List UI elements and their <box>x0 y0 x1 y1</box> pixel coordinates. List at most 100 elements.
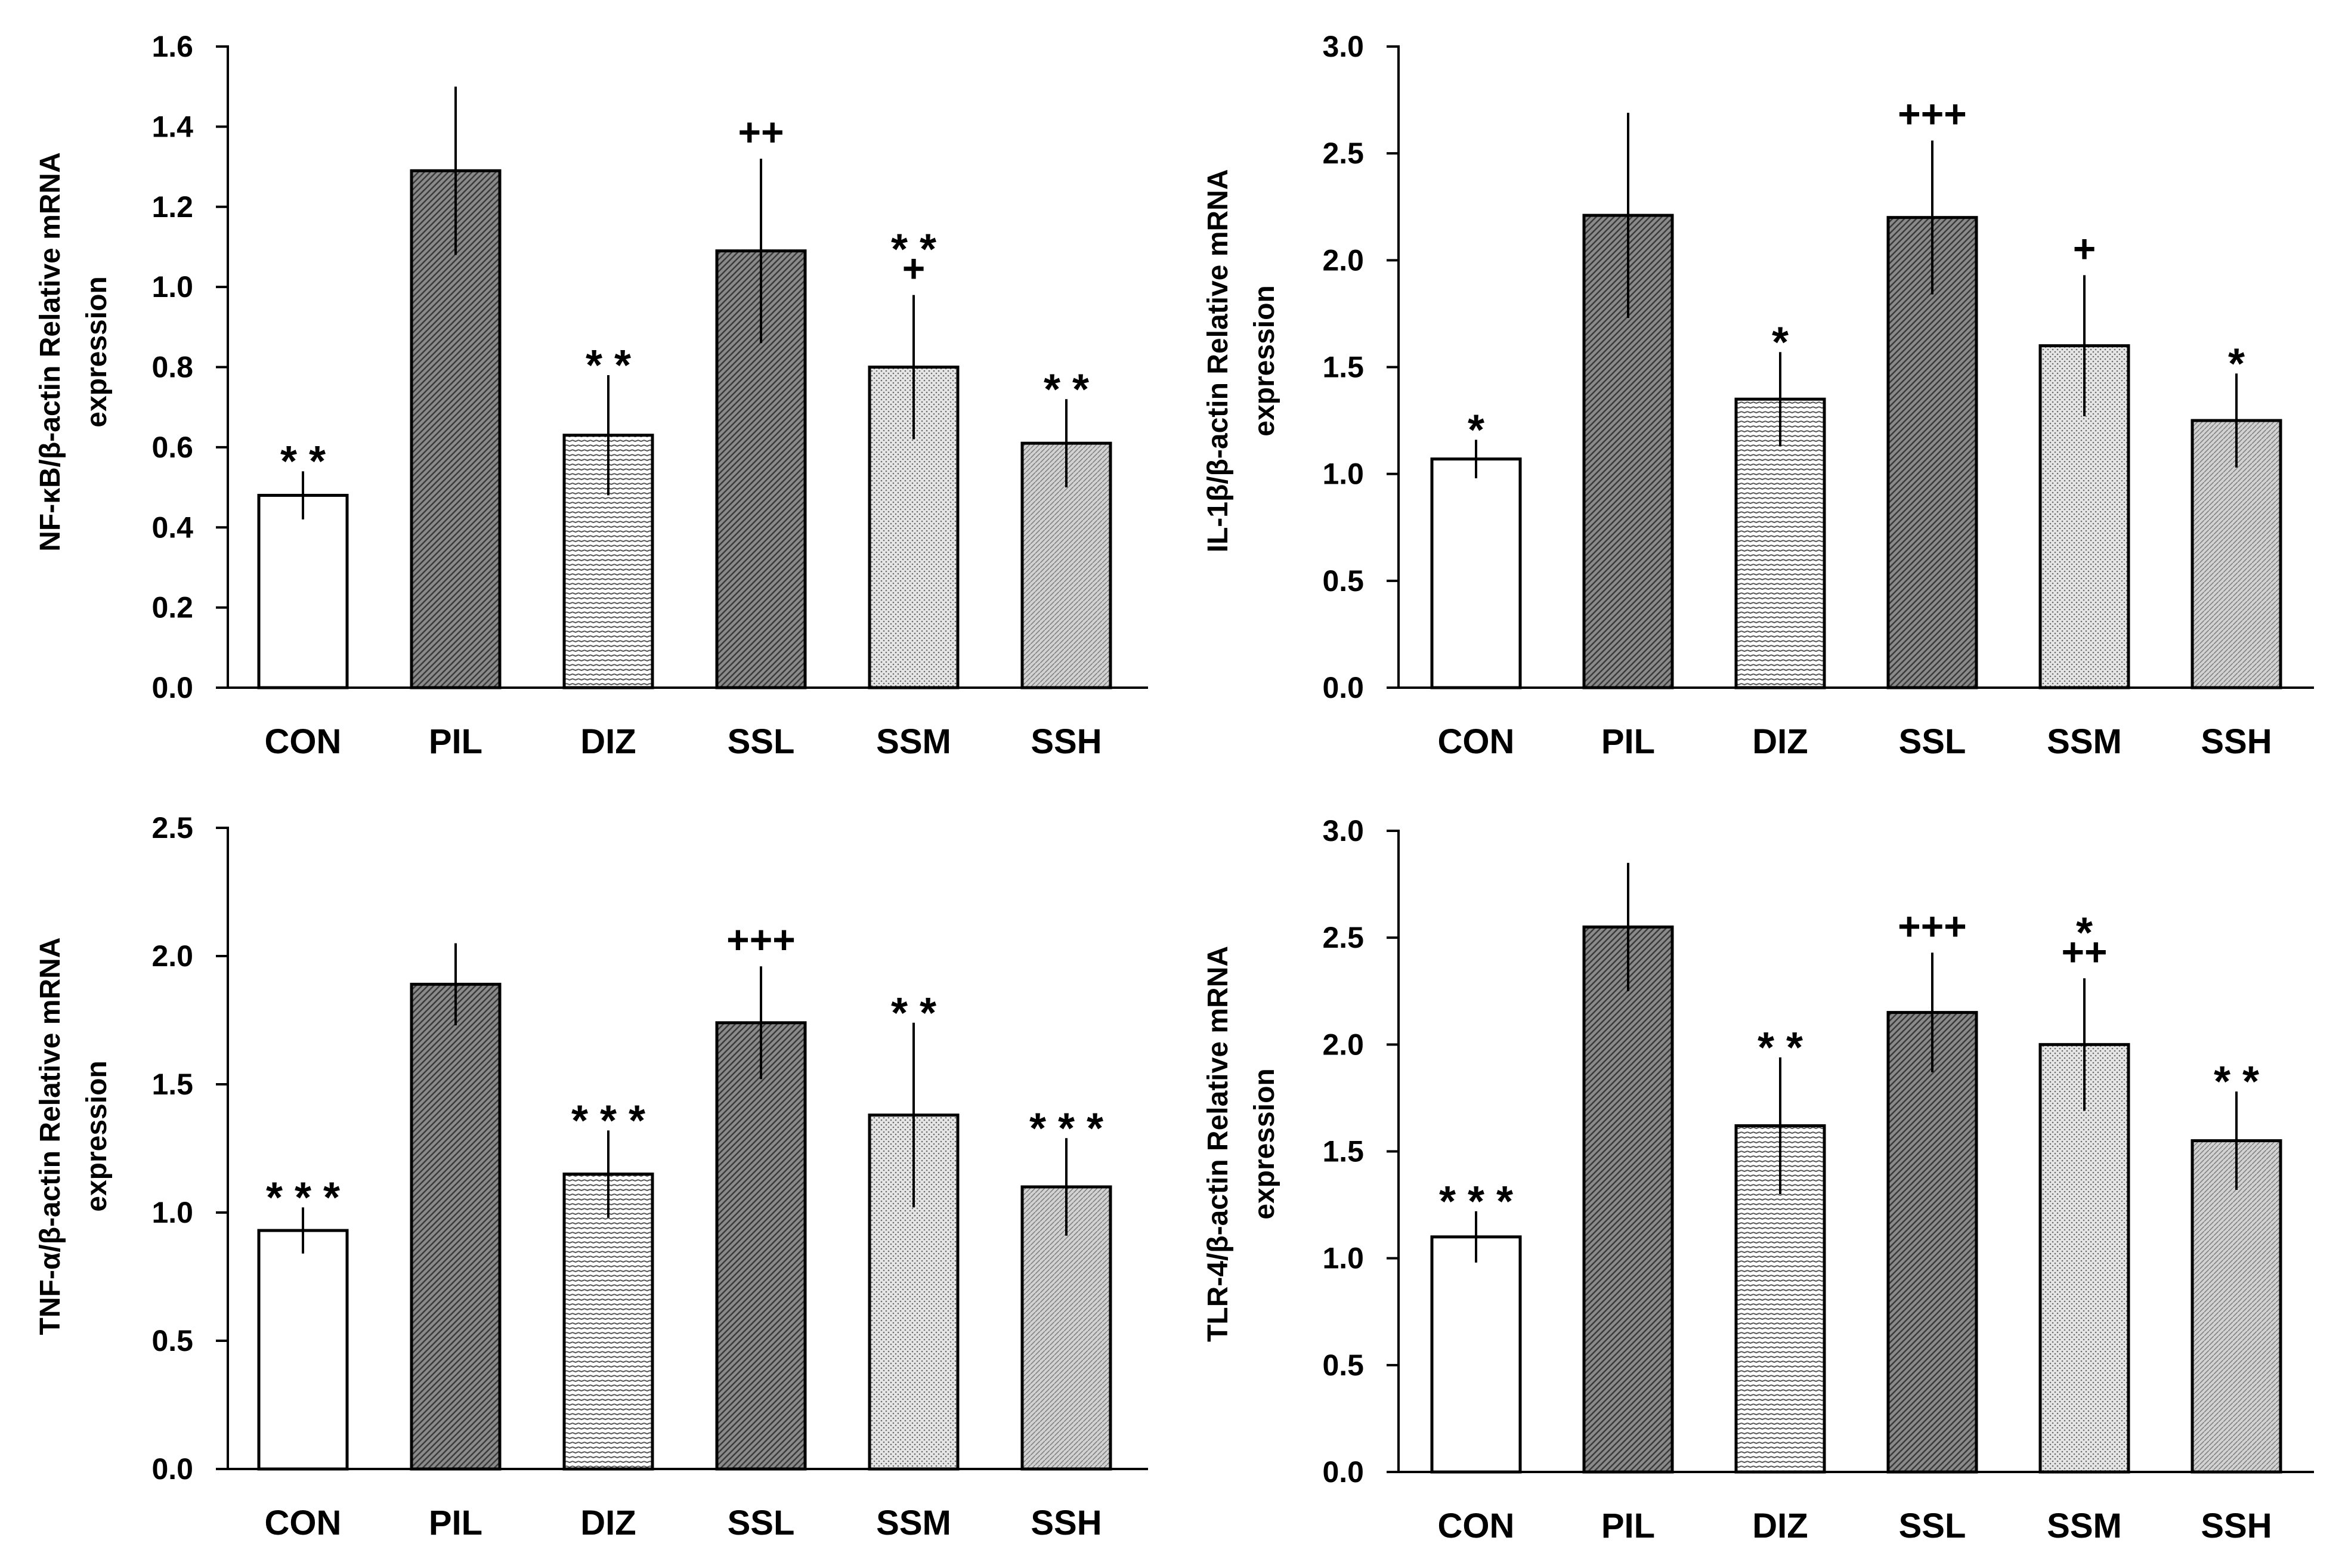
x-tick-label: CON <box>1438 1507 1515 1545</box>
significance-stars: * * <box>1758 1024 1803 1072</box>
bar-pil <box>410 169 502 689</box>
x-tick-label: SSM <box>2047 1507 2122 1545</box>
y-axis-title-line2: expression <box>81 1060 113 1211</box>
bar-diz <box>1734 397 1826 689</box>
x-tick-label: SSM <box>876 722 951 761</box>
y-tick-label: 2.0 <box>151 939 193 973</box>
significance-plus: ++ <box>2061 929 2107 973</box>
significance-stars: * * <box>586 342 631 389</box>
y-tick-label: 0.5 <box>151 1324 193 1357</box>
y-tick-label: 0.0 <box>151 671 193 704</box>
x-tick-label: SSH <box>1031 722 1102 761</box>
x-tick-label: PIL <box>429 1504 482 1542</box>
y-axis-title: NF-κB/β-actin Relative mRNA <box>35 152 66 552</box>
bar-diz <box>562 434 654 689</box>
x-tick-label: PIL <box>429 722 482 761</box>
y-tick-label: 2.0 <box>1322 243 1364 277</box>
bar-con <box>1430 457 1522 689</box>
significance-stars: * * <box>2214 1058 2259 1106</box>
y-tick-label: 2.5 <box>1322 921 1364 954</box>
significance-stars: * * * <box>266 1174 340 1221</box>
bar-con <box>1430 1235 1522 1474</box>
y-tick-label: 1.0 <box>151 1196 193 1229</box>
bar-pil <box>410 982 502 1471</box>
y-tick-label: 1.5 <box>1322 351 1364 384</box>
y-axis-title: IL-1β/β-actin Relative mRNA <box>1202 169 1234 553</box>
significance-plus: ++ <box>738 110 784 154</box>
y-tick-label: 1.0 <box>1322 457 1364 491</box>
y-tick-label: 1.0 <box>151 270 193 304</box>
significance-stars: * * * <box>1439 1178 1513 1226</box>
significance-stars: * * <box>1044 366 1089 413</box>
x-tick-label: DIZ <box>1752 722 1808 761</box>
significance-stars: * * <box>891 226 936 274</box>
x-tick-label: CON <box>265 1504 342 1542</box>
significance-stars: * * <box>891 989 936 1037</box>
significance-plus: + <box>902 246 926 290</box>
x-tick-label: DIZ <box>1752 1507 1808 1545</box>
y-tick-label: 2.5 <box>1322 137 1364 170</box>
x-tick-label: SSH <box>2201 722 2272 761</box>
x-tick-label: SSL <box>1899 722 1966 761</box>
bar-con <box>257 494 349 689</box>
significance-plus: + <box>2073 226 2096 270</box>
y-tick-label: 1.4 <box>151 110 193 143</box>
significance-plus: +++ <box>1898 92 1967 136</box>
x-tick-label: SSM <box>876 1504 951 1542</box>
y-axis-title: TNF-α/β-actin Relative mRNA <box>35 938 66 1335</box>
x-tick-label: SSL <box>1899 1507 1966 1545</box>
significance-stars: * * * <box>1029 1105 1103 1152</box>
bar-pil <box>1582 925 1674 1474</box>
x-tick-label: DIZ <box>580 722 636 761</box>
significance-stars: * <box>1772 318 1789 366</box>
y-tick-label: 0.2 <box>151 591 193 624</box>
chart-il1b: IL-1β/β-actin Relative mRNA expression 0… <box>1202 30 2314 761</box>
y-tick-label: 0.6 <box>151 431 193 464</box>
significance-stars: * <box>2228 340 2245 388</box>
y-tick-label: 0.0 <box>1322 1455 1364 1489</box>
significance-plus: +++ <box>726 917 796 961</box>
x-tick-label: SSH <box>1031 1504 1102 1542</box>
y-tick-label: 0.5 <box>1322 564 1364 598</box>
significance-stars: * * * <box>571 1097 645 1145</box>
y-tick-label: 0.0 <box>1322 671 1364 704</box>
bar-ssm <box>2038 1043 2130 1474</box>
x-tick-label: CON <box>265 722 342 761</box>
y-tick-label: 0.5 <box>1322 1349 1364 1382</box>
bar-ssl <box>1886 216 1978 689</box>
bar-ssh <box>2191 1139 2282 1474</box>
y-tick-label: 2.0 <box>1322 1028 1364 1061</box>
chart-nfkb: NF-κB/β-actin Relative mRNA expression 0… <box>35 30 1148 761</box>
chart-tnfa: TNF-α/β-actin Relative mRNA expression 0… <box>35 811 1148 1542</box>
y-tick-label: 3.0 <box>1322 30 1364 63</box>
y-tick-label: 2.5 <box>151 811 193 845</box>
significance-stars: * <box>1468 406 1484 454</box>
significance-stars: * * <box>280 438 326 485</box>
y-axis-title-line2: expression <box>1249 285 1280 436</box>
significance-stars: * <box>2076 909 2093 957</box>
bar-diz <box>562 1173 654 1471</box>
bar-ssl <box>715 1021 807 1471</box>
x-tick-label: DIZ <box>580 1504 636 1542</box>
y-axis-title-line2: expression <box>81 276 113 427</box>
x-tick-label: PIL <box>1601 1507 1655 1545</box>
x-tick-label: SSL <box>728 1504 795 1542</box>
x-tick-label: SSL <box>728 722 795 761</box>
x-tick-label: CON <box>1438 722 1515 761</box>
y-tick-label: 1.6 <box>151 30 193 63</box>
y-tick-label: 0.4 <box>151 511 193 544</box>
x-tick-label: SSM <box>2047 722 2122 761</box>
chart-tlr4: TLR-4/β-actin Relative mRNA expression 0… <box>1202 814 2314 1545</box>
y-tick-label: 1.2 <box>151 190 193 224</box>
y-tick-label: 1.0 <box>1322 1242 1364 1275</box>
significance-plus: +++ <box>1898 904 1967 948</box>
x-tick-label: SSH <box>2201 1507 2272 1545</box>
bar-con <box>257 1229 349 1471</box>
bar-ssl <box>1886 1011 1978 1474</box>
y-tick-label: 3.0 <box>1322 814 1364 848</box>
y-axis-title-line2: expression <box>1249 1068 1280 1219</box>
y-tick-label: 0.0 <box>151 1452 193 1486</box>
y-tick-label: 0.8 <box>151 351 193 384</box>
x-tick-label: PIL <box>1601 722 1655 761</box>
